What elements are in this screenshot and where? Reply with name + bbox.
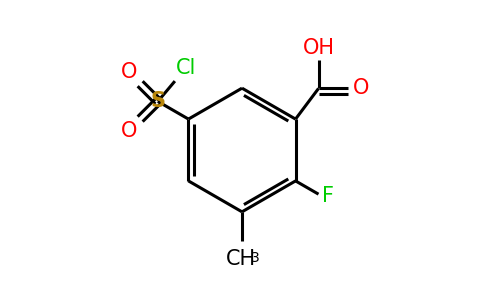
Text: O: O	[352, 79, 369, 98]
Text: O: O	[121, 121, 137, 141]
Text: Cl: Cl	[176, 58, 197, 78]
Text: 3: 3	[251, 251, 260, 265]
Text: S: S	[151, 92, 166, 111]
Text: OH: OH	[302, 38, 334, 58]
Text: F: F	[322, 186, 334, 206]
Text: O: O	[121, 62, 137, 82]
Text: CH: CH	[226, 249, 256, 268]
